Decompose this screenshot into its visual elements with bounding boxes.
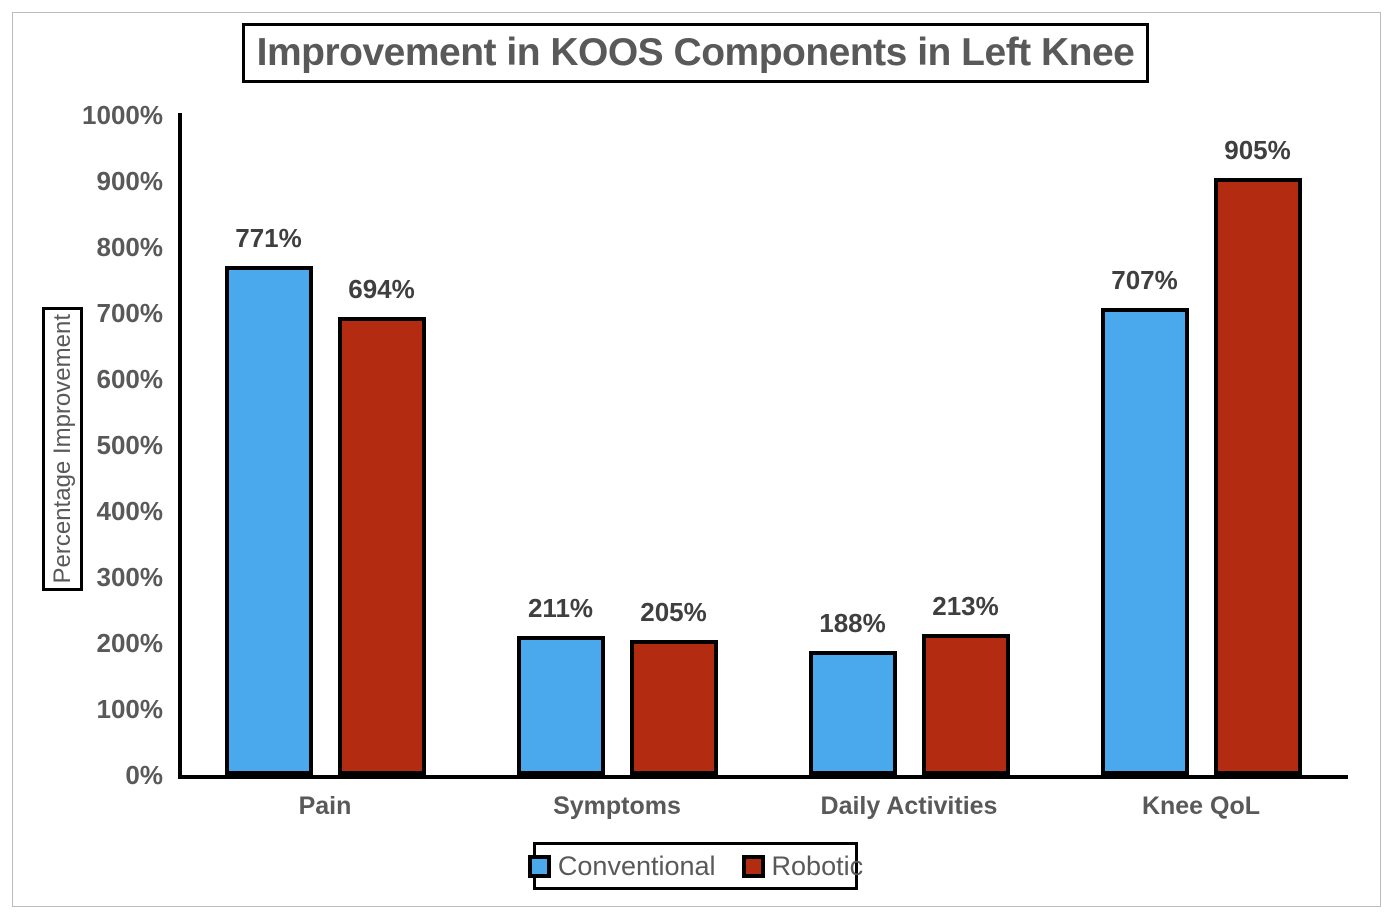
legend-swatch-conventional [527,854,551,878]
bar-value-label-conventional-knee-qol: 707% [1111,265,1178,296]
legend-label-conventional: Conventional [557,850,716,881]
y-tick-label-200-: 200% [96,628,164,658]
y-axis-line [178,113,182,779]
y-tick-label-500-: 500% [96,430,164,460]
bar-conventional-symptoms [516,635,605,775]
bar-robotic-pain [337,316,426,775]
y-tick-label-1000-: 1000% [82,100,163,130]
bar-conventional-daily-activities [808,650,897,775]
y-tick-label-600-: 600% [96,364,164,394]
bar-conventional-pain [224,266,313,775]
legend-item-conventional: Conventional [527,850,716,882]
bar-value-label-robotic-daily-activities: 213% [932,591,999,622]
y-tick-label-800-: 800% [96,232,164,262]
legend-swatch-robotic [741,854,765,878]
x-axis-line [178,775,1348,779]
y-tick-label-700-: 700% [96,298,164,328]
chart-title-box: Improvement in KOOS Components in Left K… [242,23,1149,83]
bar-value-label-robotic-symptoms: 205% [640,596,707,627]
y-tick-label-0-: 0% [125,760,163,790]
y-tick-label-300-: 300% [96,562,164,592]
bar-value-label-conventional-daily-activities: 188% [819,607,886,638]
category-label-knee-qol: Knee QoL [1141,792,1261,820]
bar-robotic-daily-activities [921,634,1010,775]
bar-robotic-knee-qol [1213,177,1302,775]
bar-robotic-symptoms [629,639,718,775]
legend-label-robotic: Robotic [771,850,864,881]
legend-item-robotic: Robotic [741,850,864,882]
bar-value-label-robotic-pain: 694% [348,273,415,304]
y-tick-label-400-: 400% [96,496,164,526]
bar-value-label-robotic-knee-qol: 905% [1224,134,1291,165]
legend: Conventional Robotic [527,842,863,890]
bar-conventional-knee-qol [1100,308,1189,775]
category-label-daily-activities: Daily Activities [820,792,998,820]
bar-value-label-conventional-pain: 771% [235,223,302,254]
y-tick-label-900-: 900% [96,166,164,196]
category-label-pain: Pain [298,792,352,820]
y-axis-title-box: Percentage Improvement [42,307,83,591]
y-tick-label-100-: 100% [96,694,164,724]
bar-value-label-conventional-symptoms: 211% [527,592,594,623]
chart-title: Improvement in KOOS Components in Left K… [256,31,1135,74]
category-label-symptoms: Symptoms [553,792,681,820]
